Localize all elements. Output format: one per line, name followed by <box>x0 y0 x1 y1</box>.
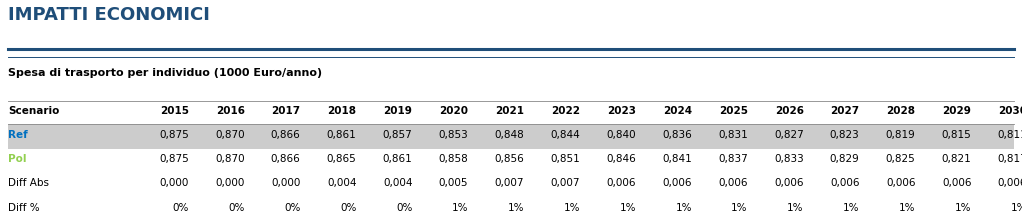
Text: 0,829: 0,829 <box>830 154 860 164</box>
Text: 0%: 0% <box>284 203 300 211</box>
Text: Diff %: Diff % <box>8 203 40 211</box>
Text: 2016: 2016 <box>216 106 244 115</box>
Text: 0,825: 0,825 <box>886 154 916 164</box>
Text: 0,006: 0,006 <box>718 178 748 188</box>
Text: 1%: 1% <box>899 203 916 211</box>
Text: 2023: 2023 <box>607 106 636 115</box>
Text: 0,861: 0,861 <box>382 154 412 164</box>
Text: 0,861: 0,861 <box>327 130 357 140</box>
Text: 0,875: 0,875 <box>159 130 189 140</box>
Text: 0,853: 0,853 <box>438 130 468 140</box>
Text: 2024: 2024 <box>663 106 692 115</box>
Text: 0,007: 0,007 <box>551 178 580 188</box>
Text: IMPATTI ECONOMICI: IMPATTI ECONOMICI <box>8 6 211 24</box>
Text: 0,857: 0,857 <box>382 130 412 140</box>
Text: 0,823: 0,823 <box>830 130 860 140</box>
Text: 0,004: 0,004 <box>383 178 412 188</box>
Text: 0,831: 0,831 <box>718 130 748 140</box>
Text: 1%: 1% <box>452 203 468 211</box>
Text: 2022: 2022 <box>551 106 580 115</box>
Text: 0,000: 0,000 <box>216 178 244 188</box>
Text: 0,851: 0,851 <box>550 154 580 164</box>
Text: 0,875: 0,875 <box>159 154 189 164</box>
Text: 0,819: 0,819 <box>886 130 916 140</box>
Text: 0%: 0% <box>228 203 244 211</box>
Text: 0,811: 0,811 <box>997 130 1022 140</box>
Text: 0,846: 0,846 <box>606 154 636 164</box>
Text: 0,856: 0,856 <box>495 154 524 164</box>
Text: Pol: Pol <box>8 154 27 164</box>
Text: Ref: Ref <box>8 130 28 140</box>
Text: 1%: 1% <box>508 203 524 211</box>
Text: 0,840: 0,840 <box>606 130 636 140</box>
Bar <box>8 124 1014 149</box>
Text: 1%: 1% <box>563 203 580 211</box>
Text: 0,006: 0,006 <box>942 178 971 188</box>
Text: 0,004: 0,004 <box>327 178 357 188</box>
Text: 0,870: 0,870 <box>215 154 244 164</box>
Text: 2019: 2019 <box>383 106 412 115</box>
Text: Spesa di trasporto per individuo (1000 Euro/anno): Spesa di trasporto per individuo (1000 E… <box>8 68 322 77</box>
Text: 0,827: 0,827 <box>774 130 803 140</box>
Text: 0,006: 0,006 <box>886 178 916 188</box>
Text: 0,858: 0,858 <box>438 154 468 164</box>
Text: 0,006: 0,006 <box>997 178 1022 188</box>
Text: 0,006: 0,006 <box>775 178 803 188</box>
Text: 1%: 1% <box>955 203 971 211</box>
Text: 0,006: 0,006 <box>606 178 636 188</box>
Text: Scenario: Scenario <box>8 106 59 115</box>
Text: 0,821: 0,821 <box>941 154 971 164</box>
Text: 0%: 0% <box>173 203 189 211</box>
Text: 2021: 2021 <box>496 106 524 115</box>
Text: 0%: 0% <box>340 203 357 211</box>
Text: 0,866: 0,866 <box>271 154 300 164</box>
Text: 2018: 2018 <box>327 106 357 115</box>
Text: Diff Abs: Diff Abs <box>8 178 49 188</box>
Text: 2025: 2025 <box>718 106 748 115</box>
Text: 0,865: 0,865 <box>327 154 357 164</box>
Text: 0,836: 0,836 <box>662 130 692 140</box>
Text: 0,817: 0,817 <box>997 154 1022 164</box>
Text: 2029: 2029 <box>942 106 971 115</box>
Text: 2020: 2020 <box>439 106 468 115</box>
Text: 0,844: 0,844 <box>550 130 580 140</box>
Text: 0,848: 0,848 <box>495 130 524 140</box>
Text: 0,870: 0,870 <box>215 130 244 140</box>
Text: 0,005: 0,005 <box>438 178 468 188</box>
Text: 2027: 2027 <box>831 106 860 115</box>
Text: 0,833: 0,833 <box>774 154 803 164</box>
Text: 0,866: 0,866 <box>271 130 300 140</box>
Text: 2015: 2015 <box>159 106 189 115</box>
Text: 2026: 2026 <box>775 106 803 115</box>
Text: 1%: 1% <box>676 203 692 211</box>
Text: 0,815: 0,815 <box>941 130 971 140</box>
Text: 0,837: 0,837 <box>718 154 748 164</box>
Text: 2028: 2028 <box>886 106 916 115</box>
Text: 2017: 2017 <box>272 106 300 115</box>
Text: 0,006: 0,006 <box>662 178 692 188</box>
Text: 0,000: 0,000 <box>271 178 300 188</box>
Text: 0,007: 0,007 <box>495 178 524 188</box>
Text: 1%: 1% <box>843 203 860 211</box>
Text: 1%: 1% <box>732 203 748 211</box>
Text: 2030: 2030 <box>998 106 1022 115</box>
Text: 0,841: 0,841 <box>662 154 692 164</box>
Text: 1%: 1% <box>619 203 636 211</box>
Text: 0,006: 0,006 <box>830 178 860 188</box>
Text: 1%: 1% <box>787 203 803 211</box>
Text: 0,000: 0,000 <box>159 178 189 188</box>
Text: 0%: 0% <box>396 203 412 211</box>
Text: 1%: 1% <box>1011 203 1022 211</box>
